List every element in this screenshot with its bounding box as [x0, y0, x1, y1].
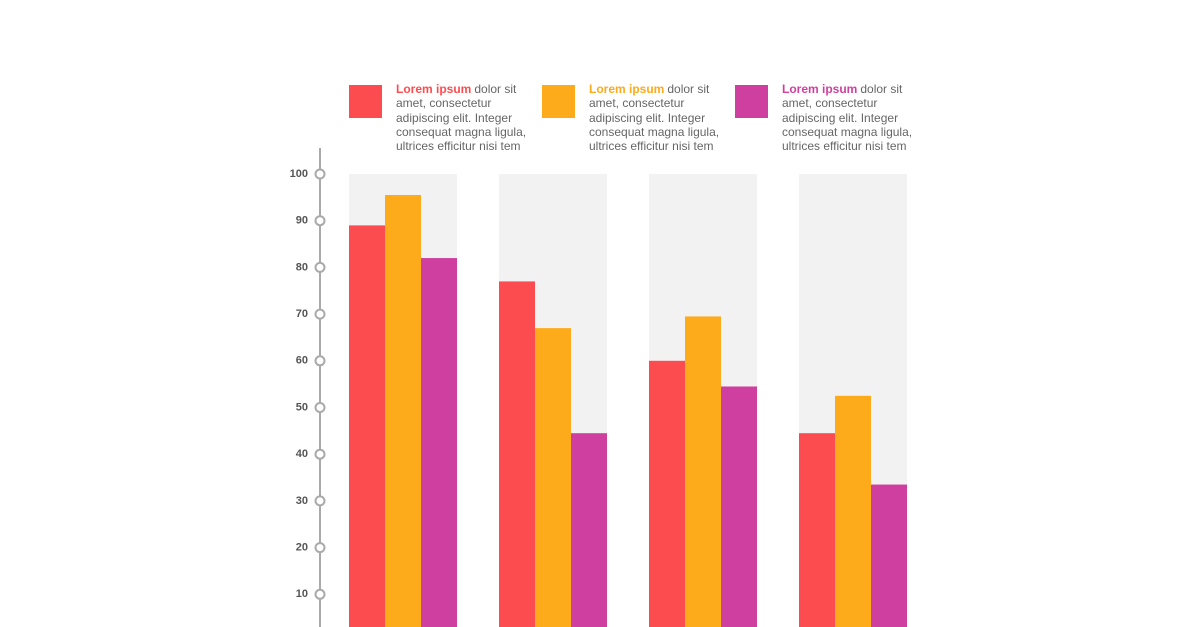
y-tick-label: 10 [296, 588, 308, 600]
bar [571, 433, 607, 627]
y-tick [314, 495, 326, 507]
bar [385, 195, 421, 627]
legend-description: dolor sit amet, consectetur adipiscing e… [782, 82, 913, 154]
legend-description: dolor sit amet, consectetur adipiscing e… [589, 82, 720, 154]
y-tick [314, 308, 326, 320]
bar [349, 225, 385, 627]
y-tick [314, 542, 326, 554]
legend-name: Lorem ipsum [396, 82, 472, 96]
legend-swatch [542, 85, 575, 118]
bar [499, 281, 535, 627]
legend-text: Lorem ipsum dolor sit amet, consectetur a… [589, 82, 724, 153]
legend-name: Lorem ipsum [782, 82, 858, 96]
legend-name: Lorem ipsum [589, 82, 665, 96]
bar [535, 328, 571, 627]
bar [799, 433, 835, 627]
legend-text: Lorem ipsum dolor sit amet, consectetur a… [396, 82, 531, 153]
y-tick [314, 588, 326, 600]
legend-item: Lorem ipsum dolor sit amet, consectetur a… [735, 82, 925, 162]
y-tick [314, 402, 326, 413]
y-tick [314, 261, 326, 273]
y-tick-label: 70 [296, 308, 308, 320]
bar [685, 316, 721, 627]
y-tick-label: 100 [290, 168, 308, 180]
bar [421, 258, 457, 627]
y-tick-label: 90 [296, 215, 308, 227]
y-tick-label: 20 [296, 542, 308, 554]
y-tick [314, 355, 326, 367]
y-tick [314, 215, 326, 227]
legend-swatch [735, 85, 768, 118]
y-tick-label: 50 [296, 401, 308, 413]
y-tick-label: 30 [296, 495, 308, 507]
bar [871, 484, 907, 627]
legend-description: dolor sit amet, consectetur adipiscing e… [396, 82, 527, 154]
bar [835, 395, 871, 627]
legend-item: Lorem ipsum dolor sit amet, consectetur a… [542, 82, 732, 162]
legend-item: Lorem ipsum dolor sit amet, consectetur a… [349, 82, 539, 162]
legend-swatch [349, 85, 382, 118]
y-tick-label: 60 [296, 355, 308, 367]
y-tick-label: 40 [296, 448, 308, 460]
y-tick [314, 448, 326, 460]
bar [721, 386, 757, 627]
bar [649, 360, 685, 627]
y-tick-label: 80 [296, 261, 308, 273]
legend-text: Lorem ipsum dolor sit amet, consectetur a… [782, 82, 917, 153]
y-tick [314, 168, 326, 180]
